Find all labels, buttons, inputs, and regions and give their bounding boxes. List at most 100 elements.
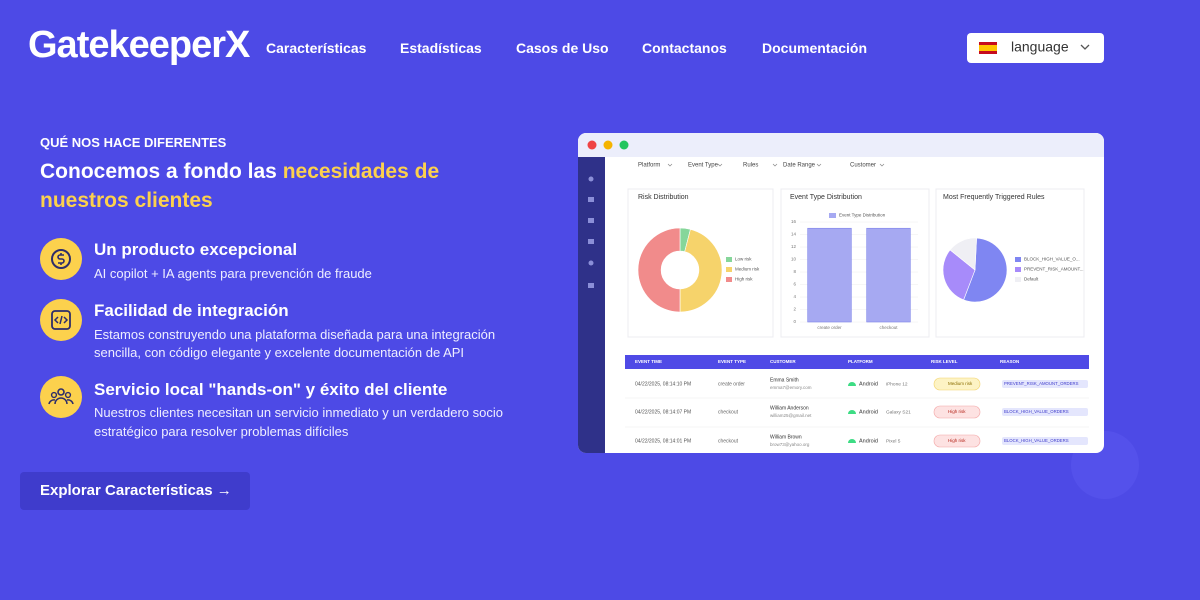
legend-swatch: [1015, 277, 1021, 282]
feature-icon: [40, 299, 82, 341]
chart-title: Risk Distribution: [638, 194, 689, 201]
table-header-cell: CUSTOMER: [770, 359, 796, 364]
cell: William Anderson: [770, 405, 809, 411]
filter-caret: [816, 163, 822, 167]
y-tick-label: 0: [793, 319, 796, 324]
risk-badge: [933, 377, 981, 391]
headline-text: Conocemos a fondo las: [40, 160, 277, 183]
table-header-cell: EVENT TYPE: [718, 359, 746, 364]
cell: 04/22/2025, 08:14:07 PM: [635, 409, 691, 415]
legend-swatch: [1015, 257, 1021, 262]
pie-slice: [942, 249, 976, 301]
pie-slice: [637, 227, 681, 313]
reason-badge: [1002, 437, 1088, 445]
feature-text: AI copilot + IA agents para prevención d…: [94, 266, 372, 281]
feature-title: Servicio local "hands-on" y éxito del cl…: [94, 380, 448, 399]
y-tick-label: 14: [791, 232, 797, 237]
feature-text: Nuestros clientes necesitan un servicio …: [94, 405, 503, 420]
filter-caret: [717, 163, 723, 167]
table-header-cell: REASON: [1000, 359, 1019, 364]
chart-title: Most Frequently Triggered Rules: [943, 194, 1045, 201]
cell: william25@gmail.net: [770, 413, 812, 418]
pie-slice: [679, 228, 723, 313]
cell: Android: [859, 438, 878, 444]
eyebrow: QUÉ NOS HACE DIFERENTES: [40, 135, 227, 150]
cell: brow73@yahoo.org: [770, 442, 810, 447]
legend-label: Low risk: [735, 257, 752, 262]
pie-slice: [949, 237, 977, 271]
headline-highlight: nuestros clientes: [40, 189, 213, 212]
filter: Customer: [850, 163, 876, 169]
cell: Android: [859, 409, 878, 415]
cta-button[interactable]: Explorar Características →: [20, 472, 250, 510]
reason-badge: [1002, 380, 1088, 388]
cell: iPhone 12: [886, 381, 908, 387]
nav-link[interactable]: Documentación: [762, 40, 868, 56]
filter-caret: [879, 163, 885, 167]
filter: Event Type: [688, 163, 719, 169]
table-header-cell: RISK LEVEL: [931, 359, 958, 364]
cell: Emma Smith: [770, 377, 799, 383]
legend-swatch: [726, 277, 732, 282]
y-tick-label: 2: [793, 307, 796, 312]
risk-badge: [933, 405, 981, 419]
android-icon: [848, 410, 856, 414]
risk-badge: [933, 434, 981, 448]
pie-slice: [963, 237, 1008, 303]
table-header-cell: PLATFORM: [848, 359, 873, 364]
reason-label: BLOCK_HIGH_VALUE_ORDERS: [1004, 438, 1069, 443]
legend-label: Default: [1024, 277, 1039, 282]
cell: 04/22/2025, 08:14:10 PM: [635, 381, 691, 387]
risk-label: Medium risk: [948, 381, 973, 386]
nav-link[interactable]: Características: [266, 40, 367, 56]
cell: checkout: [718, 438, 739, 444]
reason-label: BLOCK_HIGH_VALUE_ORDERS: [1004, 409, 1069, 414]
risk-label: High risk: [948, 409, 966, 414]
y-tick-label: 6: [793, 282, 796, 287]
feature-text: Estamos construyendo una plataforma dise…: [94, 327, 496, 342]
y-tick-label: 8: [793, 269, 796, 274]
bar: [866, 227, 911, 323]
legend-label: BLOCK_HIGH_VALUE_O...: [1024, 257, 1080, 262]
headline: Conocemos a fondo las necesidades de: [40, 160, 439, 184]
nav-link[interactable]: Estadísticas: [400, 40, 482, 56]
filter-caret: [772, 163, 778, 167]
feature-title: Un producto excepcional: [94, 240, 298, 259]
chart-title: Event Type Distribution: [790, 194, 862, 201]
feature-title: Facilidad de integración: [94, 301, 289, 320]
legend-swatch: [726, 257, 732, 262]
android-icon: [848, 439, 856, 443]
table-header-cell: EVENT TIME: [635, 359, 662, 364]
feature-icon: [40, 238, 82, 280]
cell: 04/22/2025, 08:14:01 PM: [635, 438, 691, 444]
legend-label: High risk: [735, 277, 753, 282]
table-header: [625, 355, 1089, 369]
logo[interactable]: GatekeeperX: [28, 24, 250, 66]
nav-link[interactable]: Casos de Uso: [516, 40, 609, 56]
language-label: language: [1011, 39, 1069, 55]
cell: Galaxy S21: [886, 409, 911, 415]
x-tick-label: checkout: [879, 325, 898, 330]
cell: William Brown: [770, 434, 802, 440]
dashboard-preview: Platform Event Type Rules Date Range Custome…: [578, 133, 1104, 453]
feature-text: estratégico para resolver problemas difí…: [94, 424, 349, 439]
reason-label: PREVENT_RISK_AMOUNT_ORDERS: [1004, 381, 1079, 386]
legend-swatch: [829, 213, 836, 218]
language-select[interactable]: language: [967, 33, 1104, 63]
cell: create order: [718, 381, 745, 387]
y-tick-label: 16: [791, 219, 797, 224]
cell: Pixel 5: [886, 438, 901, 444]
headline-highlight: necesidades de: [282, 160, 440, 183]
android-icon: [848, 382, 856, 386]
legend-label: PREVENT_RISK_AMOUNT...: [1024, 267, 1084, 272]
y-tick-label: 10: [791, 257, 797, 262]
nav-link[interactable]: Contactanos: [642, 40, 727, 56]
legend-swatch: [726, 267, 732, 272]
legend-label: Event Type Distribution: [839, 213, 886, 218]
filter: Date Range: [783, 163, 816, 169]
y-tick-label: 4: [793, 294, 796, 299]
filter-caret: [667, 163, 673, 167]
cell: checkout: [718, 409, 739, 415]
legend-swatch: [1015, 267, 1021, 272]
